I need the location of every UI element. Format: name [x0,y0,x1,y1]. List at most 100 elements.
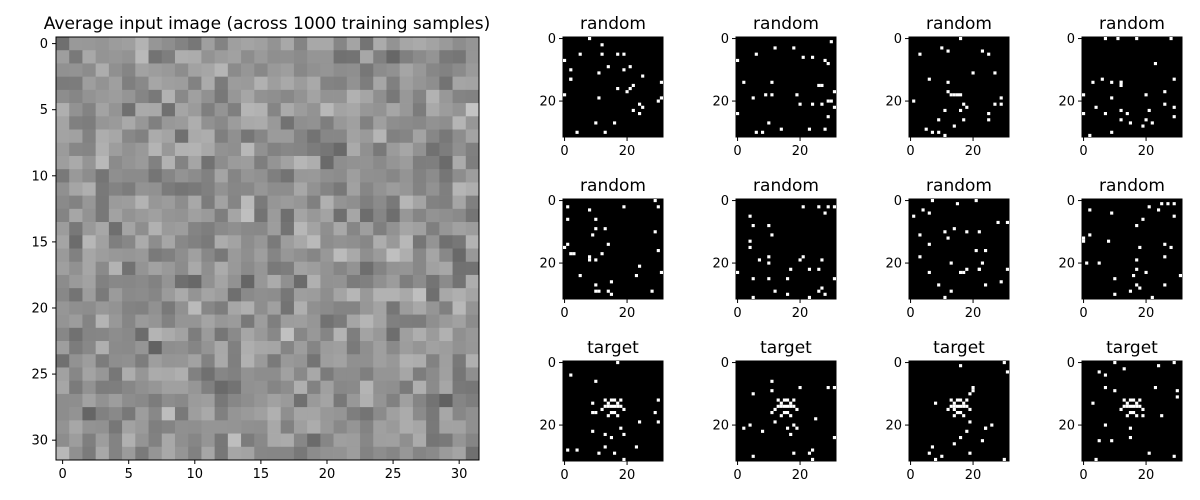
active-pixel [826,62,830,66]
x-tick-label: 0 [1079,306,1087,321]
heatmap-cell [214,222,229,236]
heatmap-cell [465,407,480,421]
active-pixel [767,277,771,281]
heatmap-cell [280,380,295,395]
heatmap-cell [174,420,189,434]
heatmap-cell [108,89,123,104]
active-pixel [609,404,614,408]
heatmap-cell [360,116,374,130]
active-pixel [1119,108,1123,113]
heatmap-cell [174,195,189,210]
heatmap-cell [373,380,387,395]
active-pixel [987,118,991,122]
heatmap-cell [452,116,467,130]
heatmap-cell [201,314,215,329]
active-pixel [980,439,985,443]
heatmap-cell [333,341,348,355]
heatmap-cell [69,142,83,157]
active-pixel [776,404,780,408]
heatmap-cell [439,155,453,170]
heatmap-cell [122,50,136,64]
heatmap-cell [148,248,163,263]
active-pixel [748,239,752,243]
heatmap-cell [293,420,308,434]
active-pixel [949,289,953,293]
heatmap-cell [227,208,242,223]
heatmap-cell [426,195,440,210]
active-pixel [968,407,972,412]
heatmap-cell [412,116,427,130]
heatmap-cell [227,129,242,144]
active-pixel [591,401,595,405]
active-pixel [594,121,598,125]
heatmap-cell [214,367,229,382]
heatmap-cell [320,367,334,382]
heatmap-cell [122,341,136,355]
heatmap-cell [307,103,321,117]
active-pixel [984,426,988,430]
heatmap-cell [174,76,189,91]
heatmap-cell [95,288,110,302]
heatmap-cell [399,261,414,276]
active-pixel [631,83,635,88]
heatmap-cell [214,420,229,434]
heatmap-cell [174,182,189,196]
y-tick-label: 0 [548,356,556,371]
thumbnail-title: target [933,338,985,358]
heatmap-cell [320,89,334,104]
active-pixel [603,432,607,437]
heatmap-cell [452,222,467,236]
heatmap-cell [56,327,70,342]
heatmap-cell [280,261,295,276]
active-pixel [801,205,805,209]
active-pixel [600,252,604,256]
heatmap-cell [307,407,321,421]
heatmap-cell [82,433,97,448]
heatmap-cell [227,182,242,196]
active-pixel [779,127,783,131]
active-pixel [1125,414,1129,418]
heatmap-cell [122,222,136,236]
y-tick-label: 0 [1067,194,1075,209]
heatmap-cell [320,380,334,395]
heatmap-cell [399,37,414,51]
heatmap-cell [399,314,414,329]
heatmap-cell [280,208,295,223]
heatmap-cell [307,222,321,236]
active-pixel [761,429,765,433]
heatmap-cell [267,261,282,276]
heatmap-cell [201,116,215,130]
active-pixel [569,68,573,72]
heatmap-cell [293,208,308,223]
active-pixel [940,46,944,50]
heatmap-cell [452,182,467,196]
heatmap-cell [373,155,387,170]
heatmap-cell [346,155,361,170]
heatmap-cell [56,393,70,408]
active-pixel [1113,361,1117,365]
active-pixel [811,448,815,452]
active-pixel [789,267,793,271]
heatmap-cell [108,142,123,157]
active-pixel [613,411,617,415]
heatmap-cell [188,327,202,342]
heatmap-cell [439,235,453,249]
heatmap-cell [201,155,215,170]
heatmap-cell [465,393,480,408]
main-plot-frame [55,36,480,461]
heatmap-cell [56,433,70,448]
active-pixel [1138,286,1142,290]
heatmap-cell [360,103,374,117]
heatmap-cell [267,208,282,223]
heatmap-cell [465,50,480,64]
active-pixel [767,255,771,259]
active-pixel [786,292,790,296]
heatmap-cell [174,103,189,117]
heatmap-cell [267,89,282,104]
active-pixel [826,99,830,103]
heatmap-cell [201,142,215,157]
heatmap-cell [399,420,414,434]
heatmap-cell [439,327,453,342]
heatmap-cell [439,37,453,51]
